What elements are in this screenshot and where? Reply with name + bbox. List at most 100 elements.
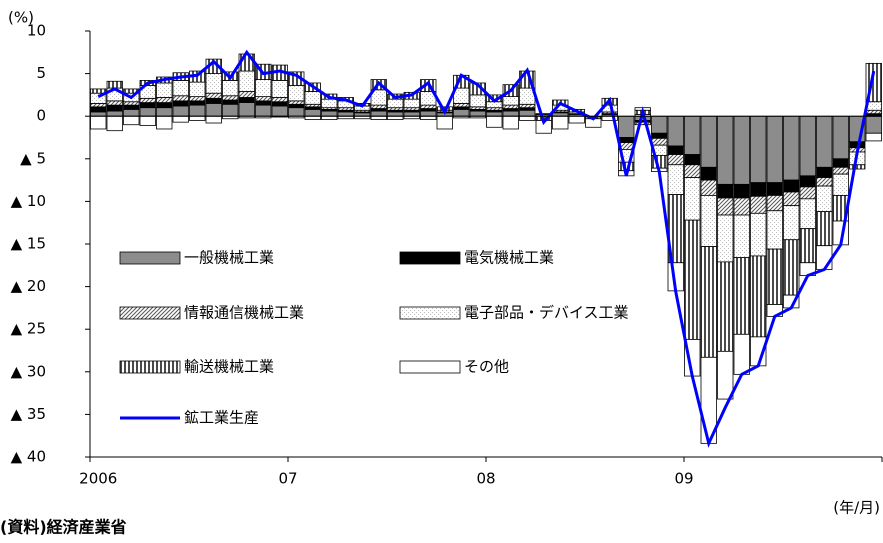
bar-segment (799, 186, 816, 200)
bar-segment (90, 115, 107, 130)
bar-segment (205, 97, 222, 104)
bar-segment (370, 110, 387, 117)
y-tick-label: 10 (27, 22, 46, 40)
bar-segment (238, 70, 255, 92)
bar-segment (750, 195, 767, 214)
bar-segment (271, 80, 288, 98)
bar-segment (552, 112, 569, 117)
bar-segment (139, 107, 156, 117)
bar-segment (651, 132, 668, 139)
bar-segment (816, 115, 833, 168)
bar-segment (651, 115, 668, 134)
bar-segment (684, 177, 701, 221)
bar-segment (733, 333, 750, 375)
bar-segment (420, 115, 437, 121)
legend-label: 一般機械工業 (184, 249, 274, 267)
bar-segment (106, 100, 123, 106)
bar-segment (717, 350, 734, 400)
bar-segment (172, 115, 189, 123)
bar-segment (436, 115, 453, 130)
bar-segment (387, 111, 404, 117)
bar-segment (271, 105, 288, 117)
bar-segment (717, 115, 734, 185)
bar-segment (733, 197, 750, 216)
bar-segment (832, 173, 849, 196)
bar-segment (502, 96, 519, 106)
y-tick-label: ▲ 40 (11, 448, 46, 466)
bar-segment (222, 99, 239, 105)
y-axis-unit: (%) (8, 9, 34, 27)
bar-segment (816, 166, 833, 178)
y-tick-label: ▲ 35 (11, 405, 46, 423)
bar-segment (502, 110, 519, 117)
bar-segment (321, 110, 338, 117)
bar-segment (783, 205, 800, 241)
bar-segment (799, 115, 816, 177)
bar-segment (486, 115, 503, 128)
bar-segment (189, 81, 206, 98)
bar-segment (733, 183, 750, 199)
bar-segment (139, 115, 156, 126)
legend-label: 電子部品・デバイス工業 (464, 304, 629, 322)
bar-segment (750, 255, 767, 338)
bar-segment (156, 97, 173, 103)
y-tick-label: ▲ 15 (11, 235, 46, 253)
bar-segment (651, 137, 668, 146)
bar-segment (370, 104, 387, 109)
bar-segment (106, 110, 123, 117)
bar-segment (750, 212, 767, 257)
bar-segment (684, 115, 701, 155)
bar-segment (750, 115, 767, 184)
bar-segment (288, 107, 305, 117)
bar-segment (288, 100, 305, 105)
bar-segment (222, 103, 239, 117)
bar-segment (255, 79, 272, 98)
bar-segment (205, 92, 222, 99)
bar-segment (667, 164, 684, 195)
bar-segment (469, 94, 486, 108)
x-tick-label: 2006 (79, 470, 117, 488)
bar-segment (172, 95, 189, 102)
legend-swatch (119, 360, 181, 374)
line (97, 49, 876, 448)
bar-segment (321, 115, 338, 121)
legend-label: 鉱工業生産 (184, 409, 259, 427)
legend-label: 電気機械工業 (464, 249, 554, 267)
x-tick-label: 08 (476, 470, 495, 488)
bar-segment (205, 103, 222, 117)
bar-segment (816, 185, 833, 213)
bar-segment (387, 115, 404, 121)
bar-segment (205, 73, 222, 94)
bar-segment (552, 115, 569, 130)
y-tick-label: ▲ 20 (11, 277, 46, 295)
legend-swatch (119, 251, 181, 265)
bar-segment (403, 98, 420, 109)
bar-segment (321, 98, 338, 109)
bar-segment (288, 103, 305, 109)
bar-segment (403, 111, 420, 117)
bar-segment (189, 96, 206, 102)
bar-segment (816, 245, 833, 270)
bar-segment (733, 214, 750, 259)
bar-segment (783, 191, 800, 207)
bar-segment (304, 115, 321, 121)
bar-segment (222, 80, 239, 97)
bar-segment (700, 179, 717, 196)
bar-segment (304, 108, 321, 117)
bar-segment (717, 183, 734, 199)
bar-segment (354, 112, 371, 117)
bar-segment (156, 102, 173, 109)
bar-segment (783, 115, 800, 181)
bar-segment (238, 97, 255, 103)
bar-segment (189, 104, 206, 117)
bar-segment (849, 164, 866, 170)
bar-segment (156, 115, 173, 130)
bar-segment (502, 115, 519, 130)
bar-segment (799, 175, 816, 188)
bar-segment (519, 115, 536, 121)
bar-segment (238, 91, 255, 98)
bar-segment (717, 214, 734, 263)
bar-segment (783, 239, 800, 296)
bar-segment (766, 115, 783, 184)
bar-segment (733, 115, 750, 185)
